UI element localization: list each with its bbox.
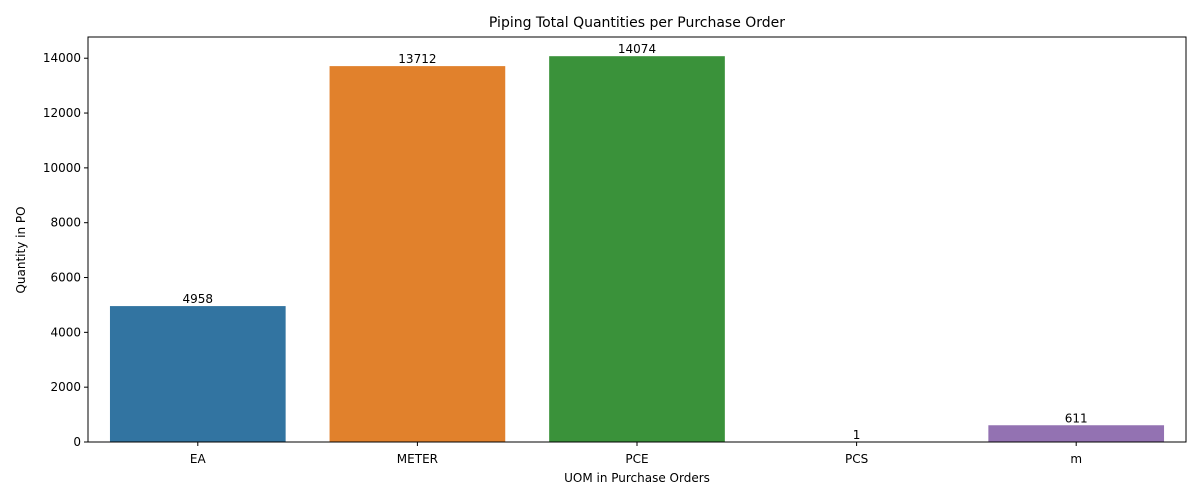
y-axis-label: Quantity in PO xyxy=(14,206,28,293)
y-axis-ticks: 0 2000 4000 6000 8000 10000 12000 14000 xyxy=(43,51,88,449)
x-tick-label-ea: EA xyxy=(190,452,207,466)
bar-ea xyxy=(110,306,286,442)
x-tick-label-meter: METER xyxy=(397,452,438,466)
bar-meter xyxy=(330,66,506,442)
bars-group xyxy=(110,56,1164,442)
x-axis-label: UOM in Purchase Orders xyxy=(564,471,710,485)
data-label-meter: 13712 xyxy=(398,52,436,66)
y-tick-label-12000: 12000 xyxy=(43,106,81,120)
y-tick-label-2000: 2000 xyxy=(50,380,81,394)
x-tick-label-pce: PCE xyxy=(625,452,648,466)
data-label-pcs: 1 xyxy=(853,428,861,442)
bar-pce xyxy=(549,56,725,442)
bar-m xyxy=(988,425,1164,442)
data-label-pce: 14074 xyxy=(618,42,656,56)
y-tick-label-4000: 4000 xyxy=(50,325,81,339)
x-axis-ticks: EA METER PCE PCS m xyxy=(190,442,1082,466)
y-tick-label-0: 0 xyxy=(73,435,81,449)
y-tick-label-10000: 10000 xyxy=(43,161,81,175)
y-tick-label-8000: 8000 xyxy=(50,216,81,230)
x-tick-label-pcs: PCS xyxy=(845,452,868,466)
y-tick-label-14000: 14000 xyxy=(43,51,81,65)
y-tick-label-6000: 6000 xyxy=(50,271,81,285)
data-label-m: 611 xyxy=(1065,411,1088,425)
data-label-ea: 4958 xyxy=(183,292,214,306)
x-tick-label-m: m xyxy=(1070,452,1082,466)
chart-title: Piping Total Quantities per Purchase Ord… xyxy=(489,15,785,31)
